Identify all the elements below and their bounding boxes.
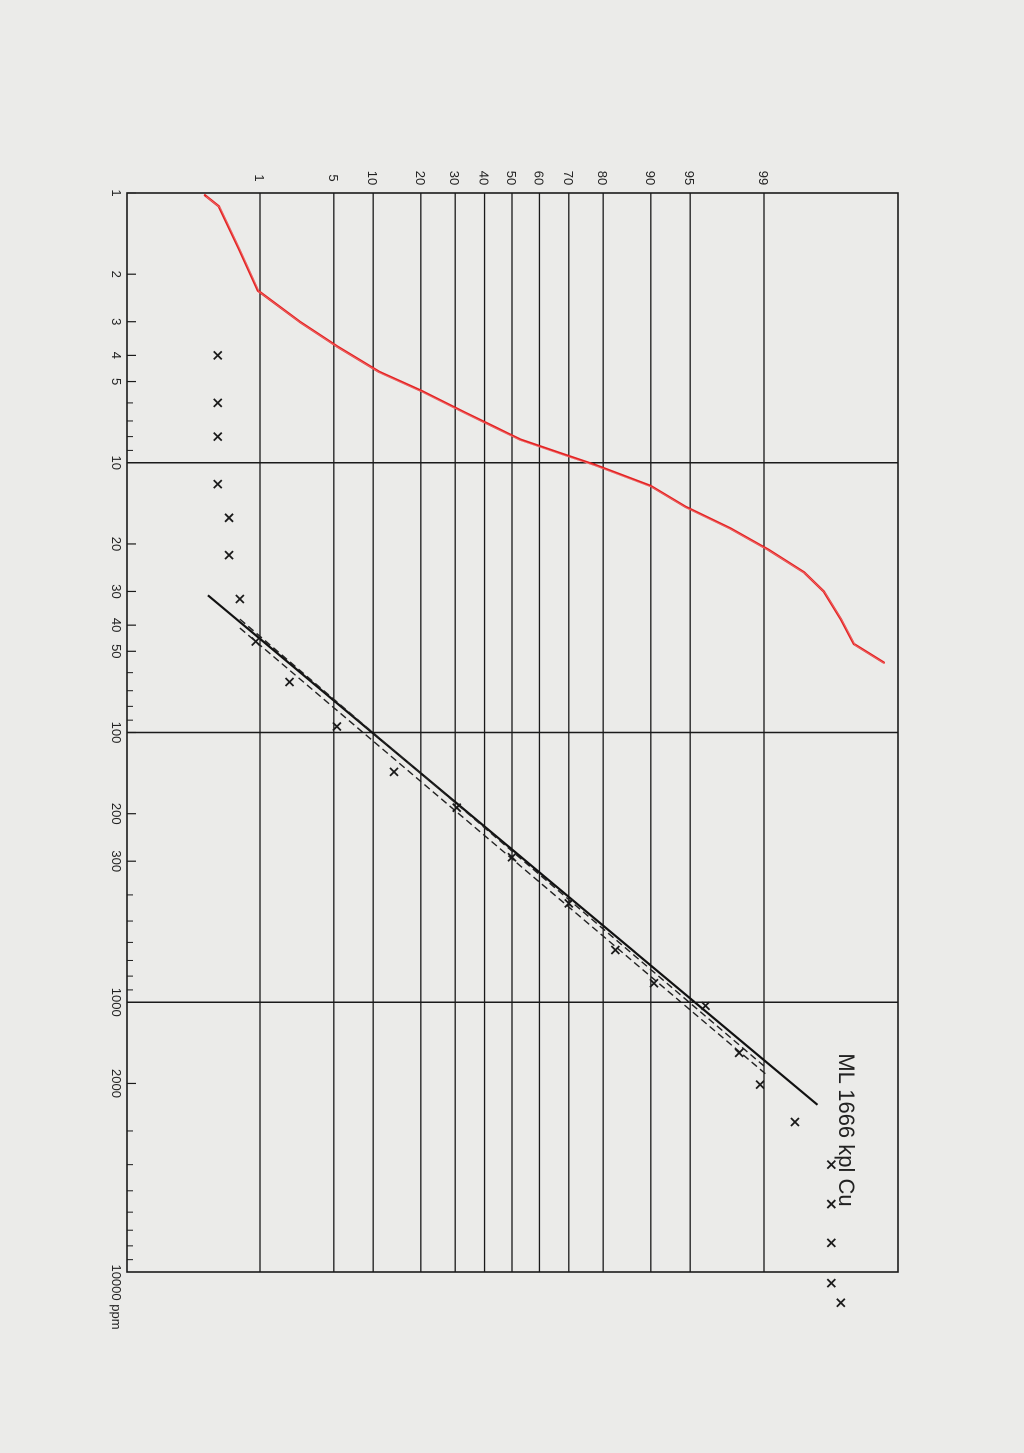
data-point xyxy=(507,852,517,862)
data-point xyxy=(213,398,223,408)
data-point xyxy=(224,550,234,560)
data-point-stroke xyxy=(826,1160,836,1170)
x-tick-label: 200 xyxy=(109,803,124,825)
x-tick-label: 4 xyxy=(109,352,124,359)
prob-tick-label: 95 xyxy=(682,171,697,185)
data-point-stroke xyxy=(826,1278,836,1288)
x-tick-label: 20 xyxy=(109,537,124,551)
data-point-stroke xyxy=(610,945,620,955)
fit-lines xyxy=(207,594,819,1106)
prob-tick-label: 80 xyxy=(595,171,610,185)
data-point-stroke xyxy=(649,978,659,988)
data-point-stroke xyxy=(389,767,399,777)
data-point-stroke xyxy=(790,1117,800,1127)
data-point xyxy=(700,1001,711,1011)
prob-tick-label: 20 xyxy=(413,171,428,185)
data-point-stroke xyxy=(700,1001,711,1011)
x-tick-label: 100 xyxy=(109,722,124,744)
fit-line xyxy=(207,594,819,1106)
red-curve-shadow xyxy=(205,196,886,665)
data-point-stroke xyxy=(251,636,261,647)
prob-tick-label: 40 xyxy=(477,171,492,185)
data-point xyxy=(564,898,574,909)
x-tick-label: 3 xyxy=(109,318,124,325)
prob-tick-label: 90 xyxy=(643,171,658,185)
x-tick-label: 1 xyxy=(109,189,124,196)
data-point-stroke xyxy=(836,1298,846,1308)
red-curve xyxy=(203,194,886,665)
data-point-stroke xyxy=(564,898,574,909)
data-point-stroke xyxy=(224,550,234,560)
prob-tick-label: 60 xyxy=(531,171,546,185)
data-point xyxy=(213,431,223,442)
sample-label: ML 1666 kpl Cu xyxy=(834,1053,859,1206)
x-tick-label: 10 xyxy=(109,456,124,470)
data-point-stroke xyxy=(452,803,462,813)
x-tick-label: 40 xyxy=(109,618,124,632)
data-point xyxy=(649,978,659,988)
upper-line xyxy=(239,618,767,1069)
data-point-stroke xyxy=(213,479,223,489)
data-point xyxy=(826,1160,836,1170)
data-point xyxy=(836,1298,846,1308)
data-point xyxy=(610,945,620,955)
data-point xyxy=(213,479,223,489)
prob-tick-label: 30 xyxy=(447,171,462,185)
x-tick-label: 30 xyxy=(109,584,124,598)
data-point-stroke xyxy=(213,431,223,442)
prob-tick-label: 70 xyxy=(561,171,576,185)
x-tick-label: 2 xyxy=(109,271,124,278)
x-tick-label: 2000 xyxy=(109,1069,124,1098)
data-point-stroke xyxy=(826,1199,836,1209)
red-curve-path xyxy=(203,194,885,664)
prob-tick-label: 5 xyxy=(326,174,341,181)
data-point xyxy=(235,594,245,604)
data-point-stroke xyxy=(213,350,223,361)
data-point-stroke xyxy=(224,513,234,523)
data-point-stroke xyxy=(332,721,342,732)
data-point-stroke xyxy=(734,1048,744,1058)
data-point xyxy=(790,1117,800,1127)
labels: ML 1666 kpl Cu 10000 ppm xyxy=(109,1053,859,1329)
grid xyxy=(126,192,899,1273)
data-point-stroke xyxy=(284,677,295,687)
x-tick-label: 50 xyxy=(109,644,124,658)
data-point-stroke xyxy=(755,1079,765,1090)
data-point xyxy=(332,721,342,732)
x-tick-label: 1000 xyxy=(109,988,124,1017)
prob-tick-label: 10 xyxy=(365,171,380,185)
data-point-stroke xyxy=(507,852,517,862)
prob-tick-label: 50 xyxy=(504,171,519,185)
data-point xyxy=(826,1278,836,1288)
data-point xyxy=(826,1238,836,1248)
prob-tick-label: 99 xyxy=(756,171,771,185)
lower-line xyxy=(239,627,767,1075)
data-point-stroke xyxy=(235,594,245,604)
data-point xyxy=(755,1079,765,1090)
data-points xyxy=(213,350,846,1308)
data-point xyxy=(224,513,234,523)
data-point xyxy=(452,803,462,813)
data-point xyxy=(251,636,261,647)
x-unit-label: 10000 ppm xyxy=(109,1264,124,1329)
x-tick-label: 300 xyxy=(109,850,124,872)
data-point xyxy=(389,767,399,777)
data-point xyxy=(213,350,223,361)
data-point xyxy=(284,677,295,687)
data-point xyxy=(826,1199,836,1209)
prob-tick-label: 1 xyxy=(252,174,267,181)
x-tick-label: 5 xyxy=(109,378,124,385)
y-tick-labels: 1 5 10 20 30 40 50 60 70 80 90 95 99 xyxy=(252,171,771,185)
data-point xyxy=(734,1048,744,1058)
x-tick-labels: 1 2 3 4 5 10 20 30 40 50 100 200 300 1000 2000 xyxy=(109,189,124,1098)
data-point-stroke xyxy=(826,1238,836,1248)
data-point-stroke xyxy=(213,398,223,408)
